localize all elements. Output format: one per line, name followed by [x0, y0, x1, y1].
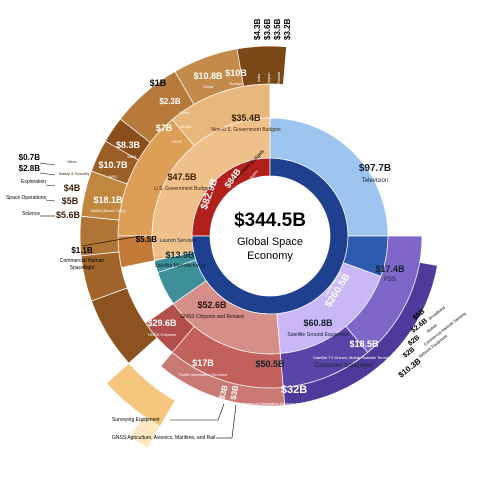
- segment-sand-band: [106, 362, 176, 428]
- label-fss-value: $17.4B: [375, 264, 405, 274]
- label-nonus-name: Non-U.S. Government Budgets: [211, 127, 281, 133]
- label-europe-value: $10B: [225, 68, 247, 78]
- label-noaa-name: NOAA: [180, 124, 192, 129]
- top-label-1: $3.6B: [263, 18, 272, 40]
- left-leader-1: [39, 172, 56, 176]
- label-traffic-name: Traffic Information Services: [179, 372, 227, 377]
- center-hole: [210, 176, 330, 296]
- label-other-gov-name: Other: [179, 110, 190, 115]
- label-noaa-value: $2.3B: [159, 97, 181, 106]
- left-label-1: $2.8B: [19, 164, 41, 173]
- label-television-name: Television: [362, 178, 388, 184]
- top-label-2: $3.5B: [273, 18, 282, 40]
- center-line1: Global Space: [237, 236, 303, 248]
- label-satmfg-name: Satellite Manufacturing: [155, 263, 206, 269]
- outer-gov-science-value: $5.6B: [56, 210, 81, 220]
- label-pnd-name: Personal Navigation Devices and In-Vehic…: [243, 401, 337, 406]
- label-survey-value: $3B: [217, 384, 230, 401]
- left-leader-0: [39, 162, 56, 166]
- top-small-3: Rest of World: [286, 66, 291, 90]
- bottom-leader-1b: [231, 404, 237, 439]
- top-small-2: Russia: [276, 71, 281, 84]
- label-gnsschip-value: $29.6B: [147, 318, 177, 328]
- bottom-label-1: GNSS Agriculture, Avionics, Maritime, an…: [112, 435, 215, 441]
- label-pnd-value: $32B: [281, 384, 307, 396]
- label-nasa-value: $18.1B: [93, 195, 123, 205]
- right-small-1: Mobile: [426, 322, 439, 334]
- label-tvdishes-value: $18.5B: [349, 339, 379, 349]
- label-usgov-name: U.S. Government Budget: [154, 186, 210, 192]
- top-small-1: Japan: [266, 73, 271, 84]
- left-label-7: Spaceflight: [70, 265, 95, 271]
- left-label-3: Space Operations: [6, 195, 47, 201]
- right-label-3: $2B: [402, 346, 416, 359]
- label-usgov-value: $47.5B: [167, 172, 197, 182]
- label-launch-value: $5.5B: [136, 235, 158, 244]
- label-nonus-value: $35.4B: [231, 113, 261, 123]
- segment-pnd-outer: [282, 261, 438, 406]
- label-other-gov-value: $1B: [150, 78, 167, 88]
- label-consumer-value: $50.5B: [255, 359, 285, 369]
- segment-traffic: [145, 303, 195, 353]
- outer-gov-safety-name: Safety & Security: [59, 171, 90, 176]
- label-consumer-name: Consumer Equipment: [315, 363, 373, 369]
- label-gnsschip-name: GNSS Chipsets: [148, 332, 176, 337]
- label-mda-name: MDA: [128, 154, 137, 159]
- center-value: $344.5B: [234, 210, 306, 231]
- right-small-0: Broadband: [428, 305, 447, 321]
- label-gnss-related-value: $52.6B: [197, 300, 227, 310]
- outer-gov-spaceops-value: $5B: [62, 196, 79, 206]
- right-label-2: $2B: [407, 334, 421, 347]
- label-nro-value: $10.7B: [98, 160, 128, 170]
- left-leader-3: [45, 199, 56, 202]
- left-label-0: $0.7B: [19, 153, 41, 162]
- label-satmfg-value: $13.9B: [165, 250, 195, 260]
- segment-rest: [236, 45, 287, 87]
- label-traffic-value: $17B: [192, 358, 214, 368]
- label-mda-value: $8.3B: [116, 140, 141, 150]
- segment-sand-outer: [128, 415, 161, 449]
- left-label-2: Exploration: [21, 179, 46, 185]
- label-china-name: China: [203, 84, 214, 89]
- top-label-3: $3.2B: [283, 18, 292, 40]
- center-line2: Economy: [247, 250, 293, 262]
- label-tvdishes-name: Satellite TV Dishes, Mobile Satellite Te…: [313, 355, 403, 360]
- label-agri-value: $3B: [229, 384, 240, 400]
- bottom-label-0: Surveying Equipment: [112, 417, 160, 423]
- label-fss-name: FSS: [384, 277, 396, 283]
- outer-gov-exploration-value: $4B: [64, 183, 81, 193]
- outer-gov-other-name: Other: [67, 159, 78, 164]
- label-television-value: $97.7B: [359, 163, 391, 174]
- left-label-5: $1.1B: [71, 246, 93, 255]
- label-ground-value: $60.8B: [303, 318, 333, 328]
- label-china-value: $10.8B: [193, 71, 223, 81]
- left-leader-5: [81, 235, 141, 247]
- label-ussf-name: USSF: [172, 139, 183, 144]
- segment-gnsschip-outer: [160, 351, 286, 407]
- label-nasa-name: NASA (Space Only): [90, 208, 126, 213]
- bottom-leader-0b: [217, 403, 225, 421]
- label-ground-name: Satellite Ground Equipment: [287, 332, 349, 338]
- left-label-4: Science: [22, 211, 40, 217]
- label-nro-name: NRO: [109, 174, 118, 179]
- top-small-0: India: [256, 73, 261, 82]
- left-leader-2: [45, 184, 56, 187]
- label-europe-name: Europe: [230, 81, 244, 86]
- left-label-6: Commercial Human: [60, 258, 104, 264]
- label-launch-name: Launch Services: [160, 238, 197, 244]
- label-gnss-related-name: GNSS Chipsets and Related: [180, 314, 244, 320]
- label-ussf-value: $7B: [156, 123, 173, 133]
- top-label-0: $4.3B: [253, 18, 262, 40]
